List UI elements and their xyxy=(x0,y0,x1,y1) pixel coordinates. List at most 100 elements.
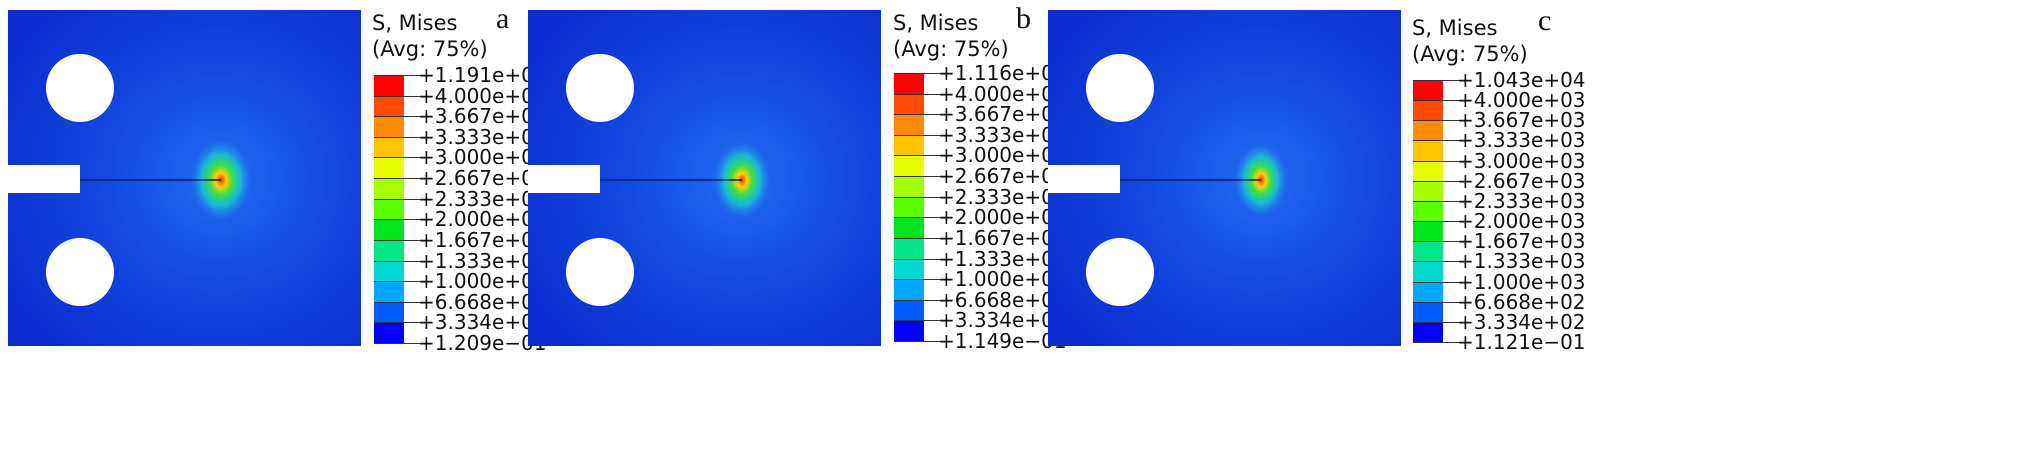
legend-tick-label: +1.000e+03 xyxy=(418,269,547,294)
panel-label-a: a xyxy=(496,2,510,35)
legend-color-band xyxy=(374,157,404,179)
legend-color-band xyxy=(374,260,404,282)
legend-tick xyxy=(894,93,940,95)
legend-tick-label: +2.333e+03 xyxy=(938,184,1067,209)
legend-color-band xyxy=(374,116,404,138)
legend-title: S, Mises (Avg: 75%) xyxy=(372,11,488,61)
legend-tick xyxy=(374,301,420,303)
legend-tick-label: +1.667e+03 xyxy=(1457,229,1586,254)
legend-tick-label: +4.000e+03 xyxy=(938,81,1067,106)
legend-tick xyxy=(894,73,940,74)
legend-tick-label: +3.333e+03 xyxy=(938,122,1067,147)
legend-color-band xyxy=(374,322,404,344)
panel-b: S, Mises (Avg: 75%) b +1.116e+04 +4.000e+… xyxy=(528,2,1067,351)
legend-tick-label: +3.333e+03 xyxy=(418,124,547,149)
legend-tick-label: +2.667e+03 xyxy=(938,164,1067,189)
legend-color-band xyxy=(894,155,924,177)
legend-tick xyxy=(1413,342,1459,343)
legend-color-band xyxy=(374,136,404,158)
color-legend-bar xyxy=(1413,80,1443,343)
legend-tick xyxy=(374,75,420,76)
legend-tick xyxy=(894,134,940,136)
legend-color-band xyxy=(1413,80,1443,101)
legend-tick xyxy=(374,198,420,200)
legend-tick-label: +2.333e+03 xyxy=(418,186,547,211)
legend-tick xyxy=(894,299,940,301)
legend-tick-label: +3.334e+02 xyxy=(938,308,1067,333)
legend-tick xyxy=(1413,140,1459,142)
legend-color-band xyxy=(1413,140,1443,162)
legend-tick xyxy=(374,322,420,324)
legend-color-band xyxy=(894,237,924,260)
legend-tick-label: +1.209e−01 xyxy=(418,331,547,355)
legend-tick-label: +2.000e+03 xyxy=(938,205,1067,230)
legend-color-band xyxy=(894,258,924,280)
legend-tick-label: +3.334e+02 xyxy=(1457,309,1586,334)
legend-color-band xyxy=(894,114,924,136)
legend-color-band xyxy=(894,196,924,218)
legend-tick xyxy=(894,155,940,157)
legend-color-band xyxy=(894,73,924,95)
legend-tick-label: +1.667e+03 xyxy=(938,225,1067,250)
legend-color-band xyxy=(1413,120,1443,141)
legend-tick-label: +3.667e+03 xyxy=(938,102,1067,127)
legend-tick xyxy=(1413,80,1459,81)
panel-label-b: b xyxy=(1016,2,1031,35)
legend-tick-label: +2.667e+03 xyxy=(418,166,547,191)
legend-tick-label: +1.043e+04 xyxy=(1457,68,1586,92)
legend-tick-label: +3.667e+03 xyxy=(1457,108,1586,133)
legend-color-band xyxy=(1413,281,1443,303)
color-legend-bar xyxy=(894,73,924,342)
legend-tick-label: +6.668e+02 xyxy=(418,289,547,314)
panel-label-c: c xyxy=(1538,4,1552,37)
stress-contour-plot-c xyxy=(1048,10,1401,346)
legend-color-band xyxy=(374,95,404,117)
legend-tick xyxy=(374,343,420,344)
legend-tick xyxy=(1413,160,1459,162)
legend-tick xyxy=(1413,281,1459,283)
legend-tick xyxy=(894,176,940,178)
legend-tick xyxy=(1413,120,1459,122)
legend-tick xyxy=(894,258,940,260)
legend-color-band xyxy=(894,217,924,239)
legend-tick-label: +6.668e+02 xyxy=(938,287,1067,312)
legend-tick-label: +3.000e+03 xyxy=(938,143,1067,168)
legend-color-band xyxy=(1413,160,1443,182)
legend-tick-label: +1.333e+03 xyxy=(418,248,547,273)
legend-tick-label: +1.333e+03 xyxy=(1457,249,1586,274)
legend-tick xyxy=(374,136,420,138)
legend-tick-label: +1.121e−01 xyxy=(1457,330,1586,354)
legend-color-band xyxy=(1413,180,1443,202)
legend-tick-label: +2.000e+03 xyxy=(1457,209,1586,234)
legend-color-band xyxy=(1413,301,1443,323)
stress-contour-plot-b xyxy=(528,10,881,346)
legend-tick xyxy=(1413,221,1459,223)
legend-tick xyxy=(374,281,420,283)
legend-color-band xyxy=(1413,241,1443,262)
legend-tick-label: +4.000e+03 xyxy=(1457,88,1586,113)
legend-color-band xyxy=(374,75,404,97)
legend-tick-label: +3.000e+03 xyxy=(418,145,547,170)
legend-tick-label: +1.000e+03 xyxy=(938,267,1067,292)
legend-color-band xyxy=(374,198,404,220)
legend-tick-label: +1.000e+03 xyxy=(1457,269,1586,294)
legend-tick-label: +2.333e+03 xyxy=(1457,188,1586,213)
legend-tick xyxy=(894,217,940,219)
legend-tick-label: +6.668e+02 xyxy=(1457,289,1586,314)
legend-tick xyxy=(894,320,940,322)
legend-tick xyxy=(1413,100,1459,102)
legend-color-band xyxy=(894,279,924,301)
legend-tick xyxy=(374,219,420,221)
legend-color-band xyxy=(374,219,404,241)
color-legend-bar xyxy=(374,75,404,344)
legend-tick-label: +3.000e+03 xyxy=(1457,148,1586,173)
legend-tick-label: +3.334e+02 xyxy=(418,310,547,335)
legend-tick xyxy=(894,196,940,198)
legend-tick-label: +3.333e+03 xyxy=(1457,128,1586,153)
legend-tick xyxy=(374,116,420,118)
legend-color-band xyxy=(374,178,404,200)
legend-tick-label: +1.333e+03 xyxy=(938,246,1067,271)
legend-tick xyxy=(1413,200,1459,202)
legend-color-band xyxy=(894,320,924,342)
legend-color-band xyxy=(894,299,924,321)
